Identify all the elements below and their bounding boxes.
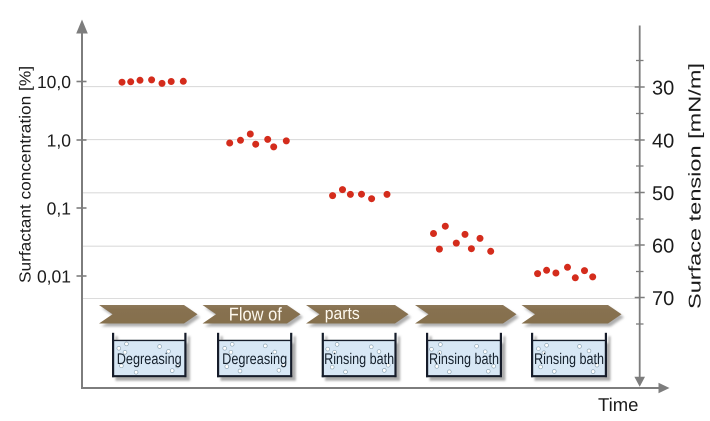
svg-text:Rinsing bath: Rinsing bath <box>324 351 394 368</box>
svg-text:Rinsing bath: Rinsing bath <box>429 351 499 368</box>
svg-text:Surface tension [mN/m]: Surface tension [mN/m] <box>686 63 705 309</box>
svg-text:70: 70 <box>652 288 674 310</box>
svg-text:Flow of: Flow of <box>229 303 283 324</box>
svg-text:30: 30 <box>652 77 674 99</box>
svg-text:Degreasing: Degreasing <box>117 351 182 368</box>
svg-text:60: 60 <box>652 235 674 257</box>
svg-text:parts: parts <box>325 304 360 323</box>
svg-text:40: 40 <box>652 130 674 152</box>
svg-text:50: 50 <box>652 183 674 205</box>
svg-text:10,0: 10,0 <box>37 72 71 92</box>
svg-text:Surfactant concentration [%]: Surfactant concentration [%] <box>18 66 35 283</box>
svg-text:0,1: 0,1 <box>47 199 71 219</box>
svg-text:Degreasing: Degreasing <box>222 351 287 368</box>
svg-text:1,0: 1,0 <box>47 131 72 151</box>
svg-text:0,01: 0,01 <box>37 267 71 287</box>
svg-text:Time: Time <box>598 394 638 415</box>
svg-text:Rinsing bath: Rinsing bath <box>534 351 604 368</box>
